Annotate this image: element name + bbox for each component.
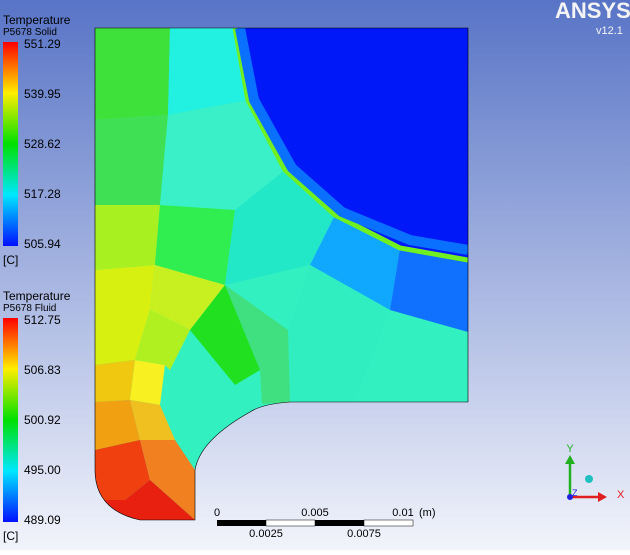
scale-label: 0.0075 (347, 528, 381, 540)
axis-label: Y (566, 443, 574, 455)
scale-label: 0.005 (301, 507, 329, 519)
legend-level: 506.83 (24, 363, 61, 377)
scale-bar: 0 0.005 0.01 (m) 0.0025 0.0075 (214, 507, 436, 540)
legend-subtitle: P5678 Fluid (3, 303, 56, 314)
legend-level: 495.00 (24, 463, 61, 477)
version: v12.1 (596, 25, 623, 37)
contour-plot (95, 28, 468, 520)
legend-level: 500.92 (24, 413, 61, 427)
geometry-outline (94, 27, 469, 521)
legend-level: 528.62 (24, 137, 61, 151)
axis-label: X (617, 489, 625, 501)
legend-title: Temperature (3, 289, 71, 303)
legend-level: 517.28 (24, 187, 61, 201)
legend-level: 539.95 (24, 87, 61, 101)
legend-level: 551.29 (24, 37, 61, 51)
legend-subtitle: P5678 Solid (3, 27, 57, 38)
axis-label: Z (572, 488, 578, 498)
legend-unit: [C] (3, 529, 18, 543)
legend-level: 512.75 (24, 313, 61, 327)
scale-unit: (m) (419, 507, 436, 519)
scale-label: 0 (214, 507, 220, 519)
axis-triad: Y X Z (565, 443, 625, 502)
legend-title: Temperature (3, 13, 71, 27)
logo: ANSYS (555, 0, 630, 23)
scale-label: 0.01 (392, 507, 413, 519)
color-bar (3, 42, 18, 246)
legend-level: 489.09 (24, 513, 61, 527)
scale-label: 0.0025 (249, 528, 283, 540)
color-bar (3, 318, 18, 522)
legend-unit: [C] (3, 253, 18, 267)
legend-level: 505.94 (24, 237, 61, 251)
